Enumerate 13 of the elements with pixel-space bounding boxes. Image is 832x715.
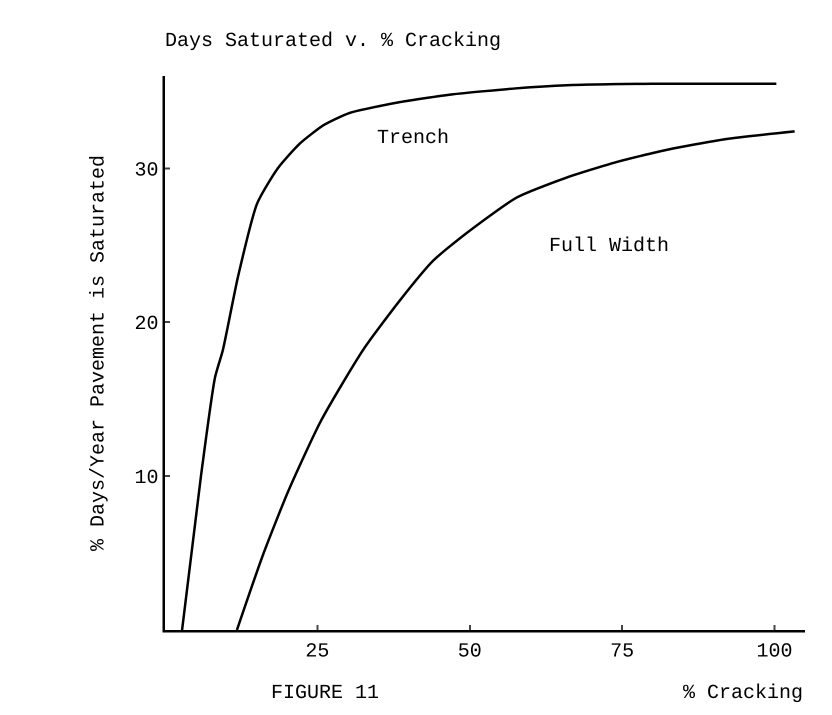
x-tick-label: 50 bbox=[458, 640, 482, 664]
y-tick-label: 30 bbox=[134, 159, 158, 182]
series-label: Trench bbox=[377, 127, 450, 150]
text: Full Width bbox=[549, 235, 670, 258]
x-axis-title: % Cracking bbox=[683, 682, 804, 705]
x-tick-label: 100 bbox=[756, 640, 793, 664]
x-tick-label: 75 bbox=[610, 640, 634, 664]
y-axis-title: % Days/Year Pavement is Saturated bbox=[88, 154, 111, 552]
caption: FIGURE 11 bbox=[271, 682, 380, 705]
y-tick-label: 10 bbox=[134, 467, 158, 490]
y-tick-label: 20 bbox=[134, 313, 158, 336]
chart-title: Days Saturated v. % Cracking bbox=[165, 30, 502, 54]
x-tick-label: 25 bbox=[305, 640, 330, 664]
